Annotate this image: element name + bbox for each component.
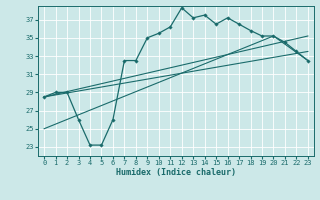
X-axis label: Humidex (Indice chaleur): Humidex (Indice chaleur): [116, 168, 236, 177]
